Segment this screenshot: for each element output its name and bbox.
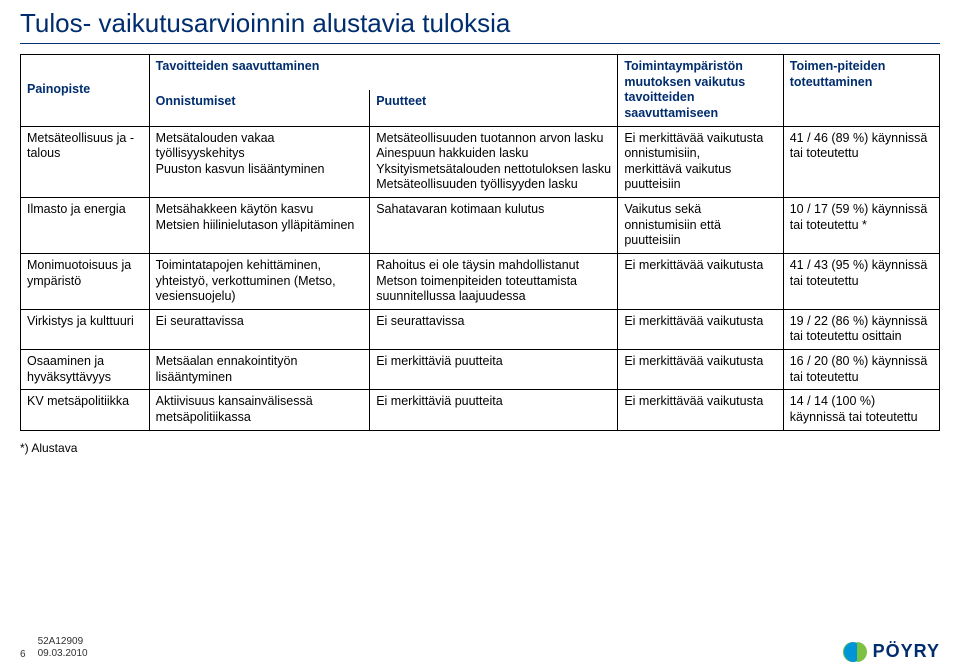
cell-success: Aktiivisuus kansainvälisessä metsäpoliti… xyxy=(149,390,370,430)
cell-impact: Ei merkittävää vaikutusta xyxy=(618,350,783,390)
page-footer: 6 52A12909 09.03.2010 xyxy=(20,636,88,660)
cell-gaps: Ei merkittäviä puutteita xyxy=(370,350,618,390)
cell-gaps: Sahatavaran kotimaan kulutus xyxy=(370,198,618,254)
cell-focus: Osaaminen ja hyväksyttävyys xyxy=(21,350,150,390)
cell-impact: Ei merkittävää vaikutusta xyxy=(618,390,783,430)
cell-focus: Virkistys ja kulttuuri xyxy=(21,309,150,349)
col-success: Onnistumiset xyxy=(149,90,370,126)
cell-impact: Ei merkittävää vaikutusta xyxy=(618,253,783,309)
brand-logo: PÖYRY xyxy=(843,641,940,662)
cell-actions: 10 / 17 (59 %) käynnissä tai toteutettu … xyxy=(783,198,939,254)
cell-actions: 16 / 20 (80 %) käynnissä tai toteutettu xyxy=(783,350,939,390)
cell-impact: Ei merkittävää vaikutusta xyxy=(618,309,783,349)
cell-impact: Vaikutus sekä onnistumisiin että puuttei… xyxy=(618,198,783,254)
cell-actions: 14 / 14 (100 %) käynnissä tai toteutettu xyxy=(783,390,939,430)
table-row: Metsäteollisuus ja -talous Metsätalouden… xyxy=(21,126,940,198)
doc-date: 09.03.2010 xyxy=(38,648,88,659)
cell-focus: KV metsäpolitiikka xyxy=(21,390,150,430)
cell-actions: 41 / 46 (89 %) käynnissä tai toteutettu xyxy=(783,126,939,198)
cell-success: Metsätalouden vakaa työllisyyskehitysPuu… xyxy=(149,126,370,198)
page-number: 6 xyxy=(20,649,26,660)
cell-success: Ei seurattavissa xyxy=(149,309,370,349)
cell-focus: Ilmasto ja energia xyxy=(21,198,150,254)
page-title: Tulos- vaikutusarvioinnin alustavia tulo… xyxy=(20,8,940,44)
logo-text: PÖYRY xyxy=(873,641,940,662)
cell-actions: 19 / 22 (86 %) käynnissä tai toteutettu … xyxy=(783,309,939,349)
doc-code: 52A12909 xyxy=(38,636,84,647)
table-row: Virkistys ja kulttuuri Ei seurattavissa … xyxy=(21,309,940,349)
col-group-goals: Tavoitteiden saavuttaminen xyxy=(149,55,618,91)
cell-success: Metsäalan ennakointityön lisääntyminen xyxy=(149,350,370,390)
col-env-change: Toimintaympäristön muutoksen vaikutus ta… xyxy=(618,55,783,127)
footnote: *) Alustava xyxy=(20,441,940,455)
cell-focus: Monimuotoisuus ja ympäristö xyxy=(21,253,150,309)
table-row: Osaaminen ja hyväksyttävyys Metsäalan en… xyxy=(21,350,940,390)
cell-impact: Ei merkittävää vaikutusta onnistumisiin,… xyxy=(618,126,783,198)
col-gaps: Puutteet xyxy=(370,90,618,126)
cell-actions: 41 / 43 (95 %) käynnissä tai toteutettu xyxy=(783,253,939,309)
table-row: Monimuotoisuus ja ympäristö Toimintatapo… xyxy=(21,253,940,309)
col-actions: Toimen-piteiden toteuttaminen xyxy=(783,55,939,127)
cell-gaps: Ei merkittäviä puutteita xyxy=(370,390,618,430)
cell-gaps: Rahoitus ei ole täysin mahdollistanut Me… xyxy=(370,253,618,309)
cell-gaps: Metsäteollisuuden tuotannon arvon laskuA… xyxy=(370,126,618,198)
cell-success: Toimintatapojen kehittäminen, yhteistyö,… xyxy=(149,253,370,309)
logo-icon-accent xyxy=(857,642,867,662)
cell-success: Metsähakkeen käytön kasvuMetsien hiilini… xyxy=(149,198,370,254)
table-row: Ilmasto ja energia Metsähakkeen käytön k… xyxy=(21,198,940,254)
col-focus: Painopiste xyxy=(21,55,150,127)
table-row: KV metsäpolitiikka Aktiivisuus kansainvä… xyxy=(21,390,940,430)
results-table: Painopiste Tavoitteiden saavuttaminen To… xyxy=(20,54,940,431)
cell-focus: Metsäteollisuus ja -talous xyxy=(21,126,150,198)
cell-gaps: Ei seurattavissa xyxy=(370,309,618,349)
